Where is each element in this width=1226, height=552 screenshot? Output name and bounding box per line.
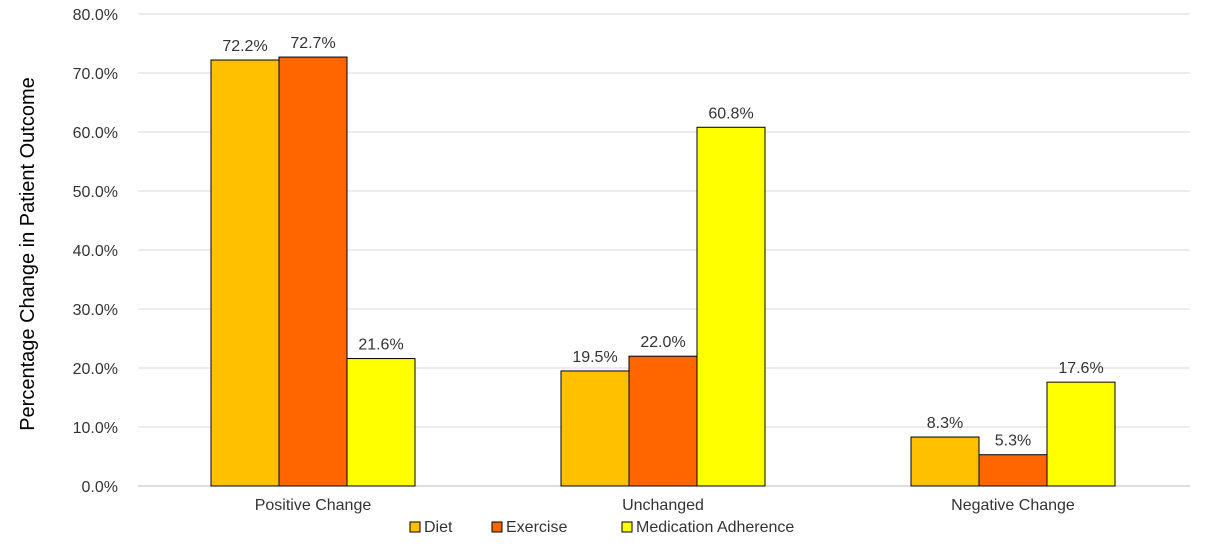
- data-label: 21.6%: [358, 337, 403, 354]
- bar-exercise-unchanged: [628, 355, 698, 487]
- legend: Diet Exercise Medication Adherence: [409, 519, 794, 536]
- bar-diet-positive-change: [210, 59, 280, 487]
- y-tick-label: 0.0%: [82, 479, 118, 496]
- bar-medication-adherence-unchanged: [696, 126, 766, 487]
- y-tick-label: 60.0%: [73, 125, 118, 142]
- legend-swatch: [409, 521, 421, 533]
- bar-diet-unchanged: [560, 370, 630, 487]
- x-category-label: Negative Change: [951, 497, 1075, 514]
- legend-label: Medication Adherence: [636, 519, 794, 536]
- data-label: 19.5%: [572, 349, 617, 366]
- legend-swatch: [491, 521, 503, 533]
- bars: [210, 56, 1116, 487]
- data-label: 72.2%: [222, 38, 267, 55]
- legend-label: Diet: [424, 519, 453, 536]
- bar-medication-adherence-positive-change: [346, 358, 416, 487]
- data-labels: 72.2% 72.7% 21.6% 19.5% 22.0% 60.8% 8.3% 5.3% 17…: [222, 35, 1103, 450]
- legend-swatch: [621, 521, 633, 533]
- data-label: 22.0%: [640, 334, 685, 351]
- data-label: 17.6%: [1058, 360, 1103, 377]
- bar-medication-adherence-negative-change: [1046, 381, 1116, 487]
- y-axis-ticks: 0.0% 10.0% 20.0% 30.0% 40.0% 50.0% 60.0% 70.0% 8…: [73, 7, 118, 496]
- data-label: 60.8%: [708, 105, 753, 122]
- y-tick-label: 50.0%: [73, 184, 118, 201]
- x-category-label: Positive Change: [255, 497, 372, 514]
- y-tick-label: 80.0%: [73, 7, 118, 24]
- y-tick-label: 70.0%: [73, 66, 118, 83]
- bar-exercise-positive-change: [278, 56, 348, 487]
- y-tick-label: 40.0%: [73, 243, 118, 260]
- y-axis-title: Percentage Change in Patient Outcome: [17, 77, 39, 431]
- y-tick-label: 10.0%: [73, 420, 118, 437]
- x-category-label: Unchanged: [622, 497, 704, 514]
- y-tick-label: 20.0%: [73, 361, 118, 378]
- bar-diet-negative-change: [910, 436, 980, 487]
- legend-label: Exercise: [506, 519, 567, 536]
- data-label: 72.7%: [290, 35, 335, 52]
- x-axis-categories: Positive Change Unchanged Negative Change: [255, 497, 1075, 514]
- y-tick-label: 30.0%: [73, 302, 118, 319]
- data-label: 5.3%: [995, 433, 1031, 450]
- data-label: 8.3%: [927, 415, 963, 432]
- bar-exercise-negative-change: [978, 454, 1048, 487]
